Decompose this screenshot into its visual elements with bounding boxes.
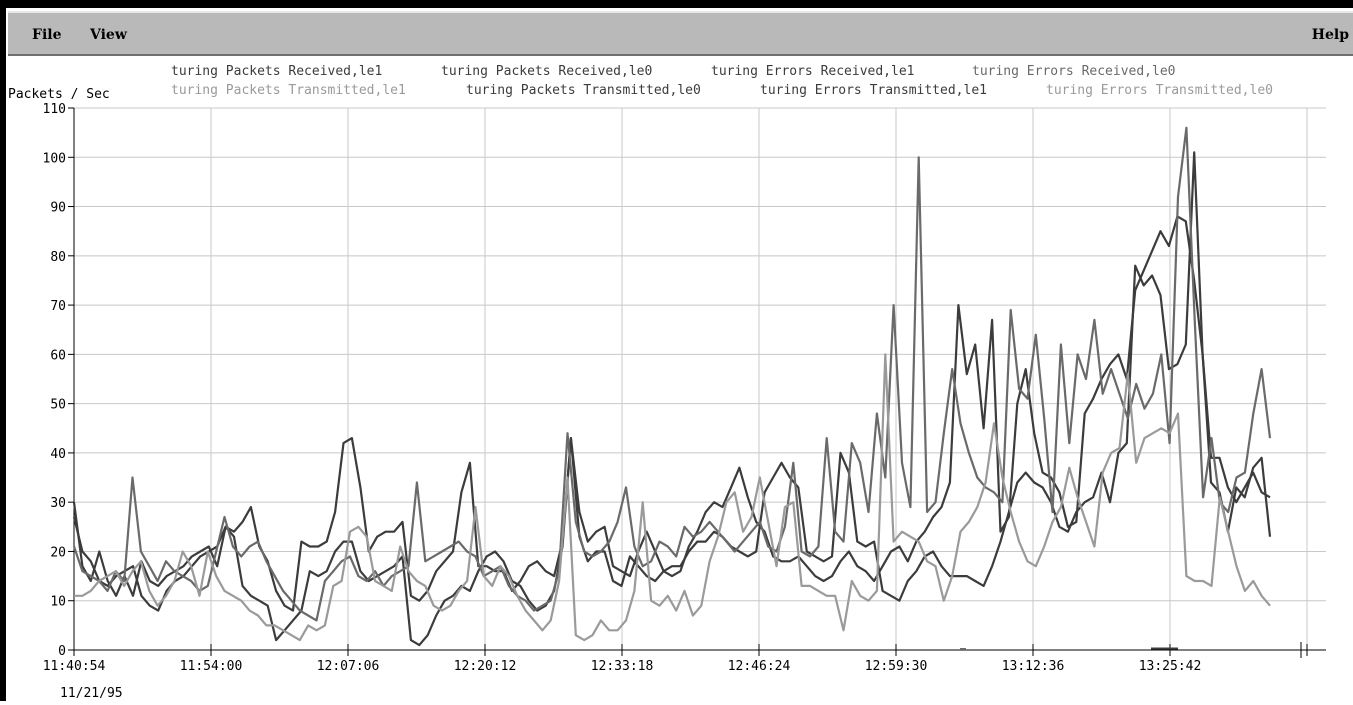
legend-entry: turing Errors Received,le0 [972, 64, 1176, 79]
y-tick-label: 40 [50, 447, 66, 462]
y-tick-label: 30 [50, 496, 66, 511]
x-tick-label: 13:25:42 [1139, 659, 1202, 674]
grid [74, 107, 1326, 650]
x-tick-label: 11:40:54 [43, 659, 106, 674]
menu-bar: File View Help [8, 11, 1353, 56]
y-tick-label: 0 [58, 644, 66, 659]
series-group [72, 126, 1272, 651]
y-tick-label: 100 [43, 151, 66, 166]
file-menu[interactable]: File [32, 27, 62, 43]
view-menu[interactable]: View [90, 27, 127, 43]
y-tick-label: 110 [43, 102, 66, 117]
legend-entry: turing Errors Received,le1 [711, 64, 915, 79]
chart-area: 0 10 20 30 40 50 60 70 80 90 100 110 11:40:54 11:54:0… [8, 58, 1353, 701]
y-tick-label: 90 [50, 201, 66, 216]
x-tick-label: 12:59:30 [865, 659, 928, 674]
legend-entry: turing Packets Transmitted,le0 [466, 83, 701, 98]
y-tick-label: 10 [50, 595, 66, 610]
axes [68, 107, 1326, 658]
legend-entry: turing Packets Transmitted,le1 [171, 83, 406, 98]
window-left-border [0, 0, 6, 701]
series-line-3 [74, 353, 1271, 642]
x-tick-label: 12:33:18 [591, 659, 654, 674]
window-top-border [0, 0, 1353, 8]
x-tick-label: 12:46:24 [728, 659, 791, 674]
y-tick-label: 70 [50, 299, 66, 314]
x-tick-label: 12:07:06 [317, 659, 380, 674]
x-tick-label: 11:54:00 [180, 659, 243, 674]
y-tick-label: 50 [50, 398, 66, 413]
series-line-1 [72, 151, 1271, 647]
legend-entry: turing Errors Transmitted,le0 [1046, 83, 1273, 98]
help-menu[interactable]: Help [1311, 27, 1349, 43]
x-tick-label: 13:12:36 [1002, 659, 1065, 674]
y-axis-label: Packets / Sec [8, 87, 110, 102]
legend-entry: turing Errors Transmitted,le1 [760, 83, 987, 98]
y-tick-label: 20 [50, 545, 66, 560]
tick-labels: 0 10 20 30 40 50 60 70 80 90 100 110 11:40:54 11:54:0… [43, 102, 1202, 674]
y-tick-label: 80 [50, 250, 66, 265]
legend-entry: turing Packets Received,le1 [171, 64, 382, 79]
legend: turing Packets Received,le1 turing Packet… [171, 64, 1273, 98]
date-label: 11/21/95 [60, 686, 123, 701]
series-line-2 [72, 126, 1272, 622]
x-tick-label: 12:20:12 [454, 659, 517, 674]
y-tick-label: 60 [50, 348, 66, 363]
line-chart: 0 10 20 30 40 50 60 70 80 90 100 110 11:40:54 11:54:0… [8, 64, 1326, 701]
legend-entry: turing Packets Received,le0 [441, 64, 652, 79]
